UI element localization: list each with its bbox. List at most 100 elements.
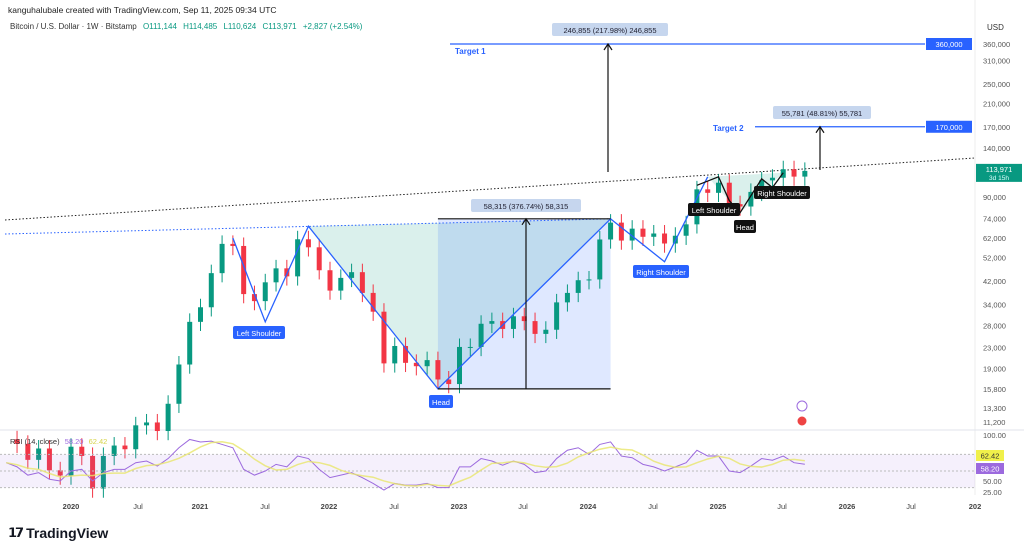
candle (618, 222, 624, 241)
candle (608, 222, 614, 240)
y-tick-label: 310,000 (983, 56, 1010, 65)
x-tick-label: 2025 (710, 502, 727, 511)
rsi-tick-label: 100.00 (983, 431, 1006, 440)
rsi-ma-badge-text: 62.42 (981, 452, 1000, 461)
rsi-ma-badge (976, 450, 1004, 461)
candle (478, 323, 484, 347)
candle (489, 321, 495, 324)
logo-icon: 𝟭𝟳 (8, 525, 24, 540)
target-price-badge-text: 360,000 (935, 40, 962, 49)
candle (316, 247, 322, 271)
x-tick-label: 202 (969, 502, 982, 511)
rsi-value: 58.20 (64, 437, 84, 446)
x-tick-label: Jul (777, 502, 787, 511)
y-tick-label: 210,000 (983, 99, 1010, 108)
candle (662, 233, 668, 244)
tradingview-logo[interactable]: 𝟭𝟳 TradingView (8, 525, 108, 541)
candle (79, 446, 85, 456)
candle (564, 292, 570, 303)
neckline (4, 218, 611, 235)
y-tick-label: 90,000 (983, 193, 1006, 202)
small-left-shoulder-label (688, 203, 740, 216)
candle (554, 302, 560, 330)
y-tick-label: 23,000 (983, 343, 1006, 352)
candle (381, 311, 387, 364)
candle (241, 245, 247, 295)
low-value: L110,624 (223, 22, 257, 31)
measure2-label-text: 55,781 (48.81%) 55,781 (782, 109, 862, 118)
candle (683, 224, 689, 236)
last-price-badge (976, 163, 1022, 182)
candle (543, 329, 549, 334)
candle (144, 422, 150, 426)
small-left-shoulder-label-text: Left Shoulder (692, 206, 737, 215)
candle (435, 360, 441, 380)
y-tick-label: 360,000 (983, 40, 1010, 49)
x-tick-label: Jul (906, 502, 916, 511)
big-left-shoulder-label (233, 326, 285, 339)
x-tick-label: 2023 (451, 502, 468, 511)
small-right-shoulder-label-text: Right Shoulder (757, 189, 807, 198)
x-tick-label: 2021 (192, 502, 209, 511)
y-tick-label: 140,000 (983, 144, 1010, 153)
candle (802, 170, 808, 177)
target1-label: Target 1 (455, 47, 486, 56)
rsi-ma-line (6, 440, 805, 487)
candle (716, 182, 721, 193)
measure3-label (471, 199, 581, 212)
candle (262, 282, 268, 302)
candle (338, 277, 344, 291)
event-icon (796, 400, 808, 412)
last-price-text: 113,971 (986, 165, 1013, 174)
y-tick-label: 42,000 (983, 277, 1006, 286)
x-tick-label: Jul (389, 502, 399, 511)
big-right-shoulder-label-text: Right Shoulder (636, 268, 686, 277)
candle (575, 280, 581, 293)
candle (305, 239, 311, 248)
head-shoulders-fill (308, 218, 611, 389)
candle (359, 272, 365, 293)
rising-trendline (4, 157, 976, 221)
candle (457, 346, 462, 385)
x-tick-label: Jul (260, 502, 270, 511)
y-tick-label: 13,300 (983, 404, 1006, 413)
candle (737, 204, 743, 207)
us-flag-icon (796, 415, 808, 427)
target2-label: Target 2 (713, 124, 744, 133)
brand-name: TradingView (26, 525, 109, 541)
y-tick-label: 62,000 (983, 234, 1006, 243)
symbol-name: Bitcoin / U.S. Dollar · 1W · Bitstamp (10, 22, 137, 31)
candle (640, 228, 646, 237)
target-price-badge-text: 170,000 (935, 123, 962, 132)
candle (791, 169, 797, 177)
measure1-label (552, 23, 668, 36)
big-head-label-text: Head (432, 398, 450, 407)
x-tick-label: 2020 (63, 502, 80, 511)
candle (273, 268, 279, 283)
target2-arrow-head (815, 125, 825, 134)
candle (25, 443, 31, 460)
candle (597, 239, 603, 280)
target-price-badge (926, 38, 972, 50)
symbol-legend: Bitcoin / U.S. Dollar · 1W · Bitstamp O1… (10, 22, 362, 31)
candle (198, 307, 203, 322)
x-tick-label: Jul (648, 502, 658, 511)
x-tick-label: 2026 (839, 502, 856, 511)
y-tick-label: 250,000 (983, 80, 1010, 89)
y-tick-label: 170,000 (983, 123, 1010, 132)
candle (629, 228, 635, 241)
candle (14, 439, 20, 444)
rsi-ma-value: 62.42 (88, 437, 108, 446)
y-tick-label: 52,000 (983, 253, 1006, 262)
candle (726, 182, 732, 205)
currency-label: USD (987, 23, 1004, 32)
x-tick-label: Jul (518, 502, 528, 511)
candle (705, 189, 711, 193)
rsi-badge-text: 58.20 (981, 465, 1000, 474)
measure2-label (773, 106, 871, 119)
rsi-tick-label: 25.00 (983, 488, 1002, 497)
rsi-tick-label: 50.00 (983, 477, 1002, 486)
candle (230, 243, 236, 246)
